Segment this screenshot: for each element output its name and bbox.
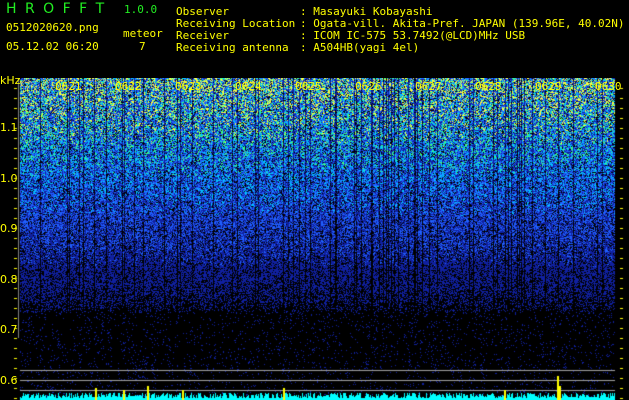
app-title: H R O F F T [6, 1, 107, 17]
y-tick-label: 0.6 [0, 373, 18, 387]
x-tick-label: 0622 [115, 80, 142, 93]
x-tick-label: 0621 [55, 80, 82, 93]
observer-label: Observer [176, 5, 229, 18]
location-value: : Ogata-vill. Akita-Pref. JAPAN (139.96E… [300, 17, 625, 30]
x-tick-label: 0625 [295, 80, 322, 93]
meteor-count: 7 [139, 40, 146, 53]
location-label: Receiving Location [176, 17, 296, 30]
antenna-value: : A504HB(yagi 4el) [300, 41, 420, 54]
y-tick-label: 1.0 [0, 171, 18, 185]
receiver-value: : ICOM IC-575 53.7492(@LCD)MHz USB [300, 29, 526, 42]
antenna-label: Receiving antenna [176, 41, 289, 54]
app-version: 1.0.0 [124, 3, 158, 16]
receiver-label: Receiver [176, 29, 229, 42]
observer-value: : Masayuki Kobayashi [300, 5, 433, 18]
y-tick-label: 0.7 [0, 323, 18, 336]
x-tick-label: 0624 [235, 80, 262, 93]
x-tick-label: 0630 [595, 80, 622, 93]
y-unit-label: kHz [0, 74, 21, 87]
x-tick-label: 0628 [475, 80, 502, 93]
spectrogram [0, 78, 629, 400]
y-tick-label: 0.8 [0, 272, 18, 286]
file-datetime: 05.12.02 06:20 [6, 40, 99, 53]
y-tick-label: 1.1 [0, 121, 18, 134]
meteor-label: meteor [123, 27, 163, 40]
x-tick-label: 0627 [415, 80, 442, 93]
x-tick-label: 0626 [355, 80, 382, 93]
x-tick-label: 0623 [175, 80, 202, 93]
file-name: 0512020620.png [6, 21, 99, 34]
y-tick-label: 0.9 [0, 222, 18, 235]
x-tick-label: 0629 [535, 80, 562, 93]
